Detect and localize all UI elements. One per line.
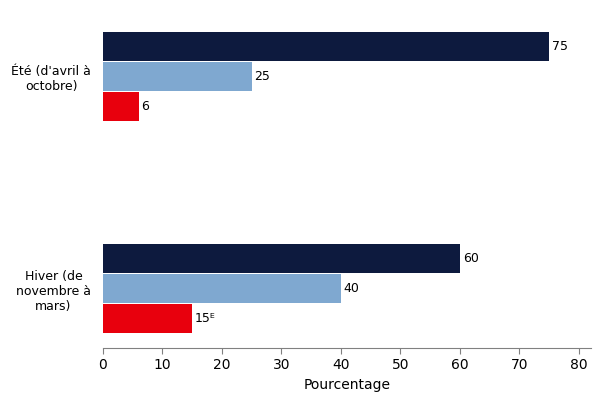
- Bar: [103, 32, 549, 61]
- Bar: [103, 245, 460, 273]
- Bar: [103, 304, 192, 332]
- Text: 25: 25: [255, 70, 270, 83]
- Text: 60: 60: [463, 252, 479, 265]
- Bar: [103, 274, 341, 303]
- X-axis label: Pourcentage: Pourcentage: [303, 378, 390, 392]
- Text: 15ᴱ: 15ᴱ: [195, 312, 216, 325]
- Text: 40: 40: [344, 282, 360, 295]
- Text: 6: 6: [141, 100, 149, 112]
- Bar: [103, 62, 252, 91]
- Text: 75: 75: [552, 40, 568, 53]
- Bar: [103, 92, 138, 120]
